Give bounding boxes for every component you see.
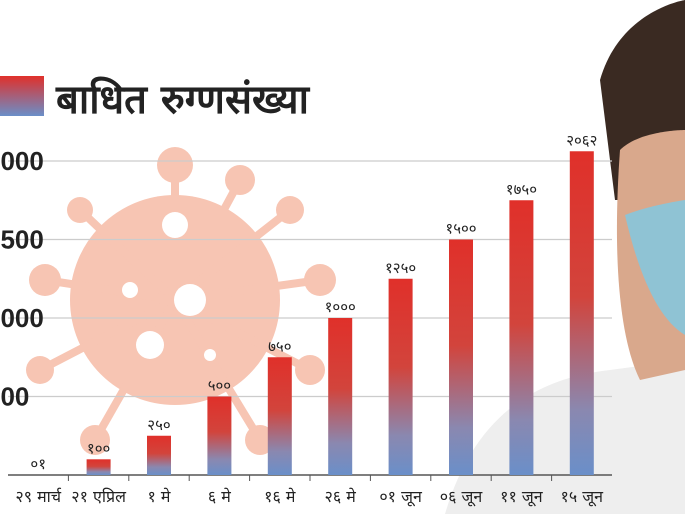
person-photo (445, 0, 685, 514)
bar (328, 318, 353, 475)
bar (207, 396, 232, 475)
bar (569, 151, 594, 476)
x-tick-label: ११ जून (500, 487, 544, 507)
x-tick-label: २६ मे (325, 487, 357, 506)
x-tick-label: १६ मे (264, 487, 296, 506)
x-tick-label: १५ जून (561, 487, 605, 507)
data-label: १००० (325, 298, 356, 316)
x-tick-label: २९ मार्च (15, 487, 62, 506)
y-tick-label: 1500 (0, 225, 44, 255)
bar (86, 459, 111, 475)
data-label: १७५० (506, 180, 537, 198)
bar (388, 278, 413, 475)
bar (267, 357, 292, 475)
legend-swatch (0, 76, 44, 116)
y-tick-label: 1000 (0, 303, 44, 333)
data-label: ७५० (268, 337, 291, 355)
data-label: १०० (87, 439, 110, 457)
data-label: १५०० (445, 220, 476, 238)
bar (147, 435, 171, 475)
x-tick-label: ०१ जून (379, 487, 423, 507)
chart-title: बाधित रुग्णसंख्या (56, 77, 309, 123)
data-label: १२५० (385, 259, 416, 277)
bar (509, 200, 534, 475)
data-label: २०६२ (566, 131, 597, 149)
y-tick-label: 500 (0, 382, 29, 412)
x-tick-label: २१ एप्रिल (71, 487, 127, 506)
y-tick-label: 2000 (0, 146, 44, 176)
x-tick-label: १ मे (148, 487, 171, 506)
data-label: ५०० (208, 377, 231, 395)
data-label: २५० (147, 416, 170, 434)
x-tick-label: ०६ जून (440, 487, 484, 507)
bar (449, 239, 473, 475)
x-tick-label: ६ मे (208, 487, 231, 506)
data-label: ०१ (30, 455, 46, 473)
